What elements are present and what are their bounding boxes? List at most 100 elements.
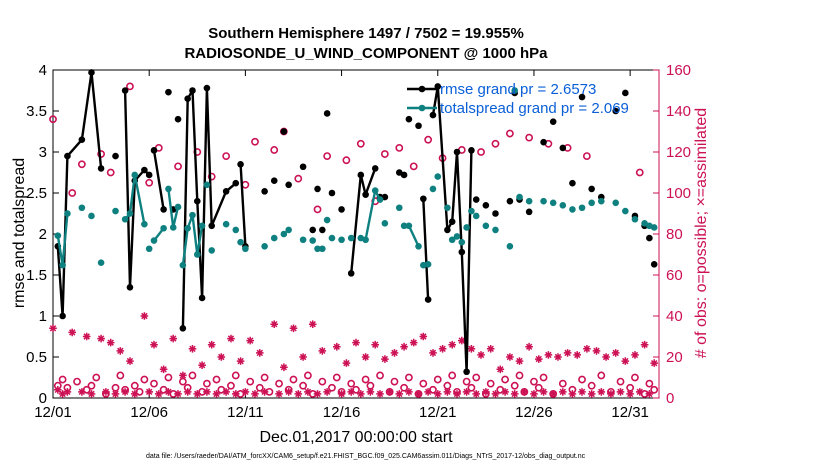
assimilated-obs-marker <box>87 390 96 398</box>
left-y-tick-label: 2 <box>39 226 47 243</box>
rmse-point <box>578 93 586 101</box>
possible-obs-marker <box>616 377 625 386</box>
assimilated-obs-marker <box>381 355 389 363</box>
totalspread-point <box>506 243 514 250</box>
possible-obs-marker <box>332 373 341 382</box>
right-y-tick-label: 160 <box>666 62 691 79</box>
assimilated-obs-marker <box>602 353 610 361</box>
rmse-point <box>198 294 206 302</box>
assimilated-obs-marker <box>607 390 615 398</box>
assimilated-obs-marker <box>443 388 452 396</box>
left-y-tick-label: 2.5 <box>26 185 47 202</box>
possible-obs-marker <box>92 373 101 382</box>
assimilated-obs-marker <box>126 357 134 365</box>
totalspread-point <box>208 247 216 254</box>
rmse-point <box>338 206 345 213</box>
possible-obs-marker <box>510 381 519 390</box>
assimilated-obs-marker <box>592 347 601 355</box>
rmse-point <box>309 226 317 234</box>
possible-obs-marker <box>289 375 298 384</box>
totalspread-point <box>395 204 403 212</box>
assimilated-obs-marker <box>289 324 298 333</box>
assimilated-obs-marker <box>155 390 163 398</box>
right-y-tick-label: 60 <box>666 267 683 284</box>
possible-obs-marker <box>130 381 139 390</box>
totalspread-point <box>444 204 451 212</box>
totalspread-point <box>222 220 230 228</box>
assimilated-obs-marker <box>294 390 303 398</box>
possible-obs-marker <box>525 133 534 142</box>
possible-obs-marker <box>241 180 250 189</box>
totalspread-point <box>314 245 321 253</box>
assimilated-obs-marker <box>414 390 423 398</box>
possible-obs-marker <box>342 156 351 165</box>
assimilated-obs-marker <box>616 388 625 396</box>
left-y-tick-label: 1 <box>39 308 47 325</box>
totalspread-point <box>540 197 547 205</box>
assimilated-obs-marker <box>515 357 524 365</box>
rmse-line-segment <box>152 150 165 210</box>
assimilated-obs-marker <box>63 388 72 396</box>
rmse-point <box>468 147 475 154</box>
totalspread-point <box>131 171 139 179</box>
assimilated-obs-marker <box>510 390 519 398</box>
assimilated-obs-marker <box>106 338 115 347</box>
totalspread-point <box>64 210 71 217</box>
rmse-point <box>371 165 379 172</box>
assimilated-obs-marker <box>188 345 197 353</box>
rmse-point <box>472 196 480 203</box>
rmse-point <box>347 270 355 277</box>
possible-obs-marker <box>299 381 307 390</box>
assimilated-obs-marker <box>409 338 418 347</box>
assimilated-obs-marker <box>467 345 476 353</box>
rmse-point <box>203 84 211 92</box>
right-y-tick-label: 80 <box>666 226 683 243</box>
rmse-point <box>549 118 557 125</box>
totalspread-point <box>319 245 326 253</box>
possible-obs-marker <box>405 373 413 382</box>
possible-obs-marker <box>424 135 433 144</box>
totalspread-point <box>97 259 105 267</box>
rmse-point <box>492 210 499 217</box>
assimilated-obs-marker <box>434 390 442 398</box>
assimilated-obs-marker <box>284 388 293 396</box>
legend-totalspread-label: totalspread grand pr = 2.069 <box>440 100 629 117</box>
assimilated-obs-marker <box>453 390 461 398</box>
possible-obs-marker <box>313 205 322 214</box>
assimilated-obs-marker <box>448 340 456 349</box>
possible-obs-marker <box>409 162 418 171</box>
possible-obs-marker <box>448 371 457 380</box>
possible-obs-marker <box>174 162 182 171</box>
assimilated-obs-marker <box>58 390 67 398</box>
totalspread-point <box>463 224 470 231</box>
totalspread-point <box>482 222 490 230</box>
assimilated-obs-marker <box>611 349 620 357</box>
totalspread-point <box>597 197 605 205</box>
assimilated-obs-marker <box>299 353 307 361</box>
assimilated-obs-marker <box>472 390 480 398</box>
possible-obs-marker <box>477 148 485 156</box>
possible-obs-marker <box>178 377 187 386</box>
totalspread-point <box>458 238 466 246</box>
possible-obs-marker <box>515 371 524 380</box>
x-tick-label: 12/01 <box>34 404 72 421</box>
assimilated-obs-marker <box>169 334 177 343</box>
totalspread-point <box>88 212 95 220</box>
possible-obs-marker <box>650 385 659 394</box>
totalspread-point <box>165 185 172 193</box>
possible-obs-marker <box>506 129 514 138</box>
possible-obs-marker <box>87 381 96 390</box>
assimilated-obs-marker <box>203 388 211 396</box>
totalspread-point <box>453 233 461 240</box>
totalspread-point <box>622 207 629 215</box>
assimilated-obs-marker <box>563 349 572 357</box>
rmse-point <box>126 284 134 291</box>
totalspread-point <box>381 220 389 227</box>
rmse-point <box>261 188 268 195</box>
rmse-point <box>357 171 365 179</box>
totalspread-point <box>184 224 191 232</box>
assimilated-obs-marker <box>308 320 317 328</box>
totalspread-point <box>112 207 119 215</box>
totalspread-point <box>549 199 557 207</box>
